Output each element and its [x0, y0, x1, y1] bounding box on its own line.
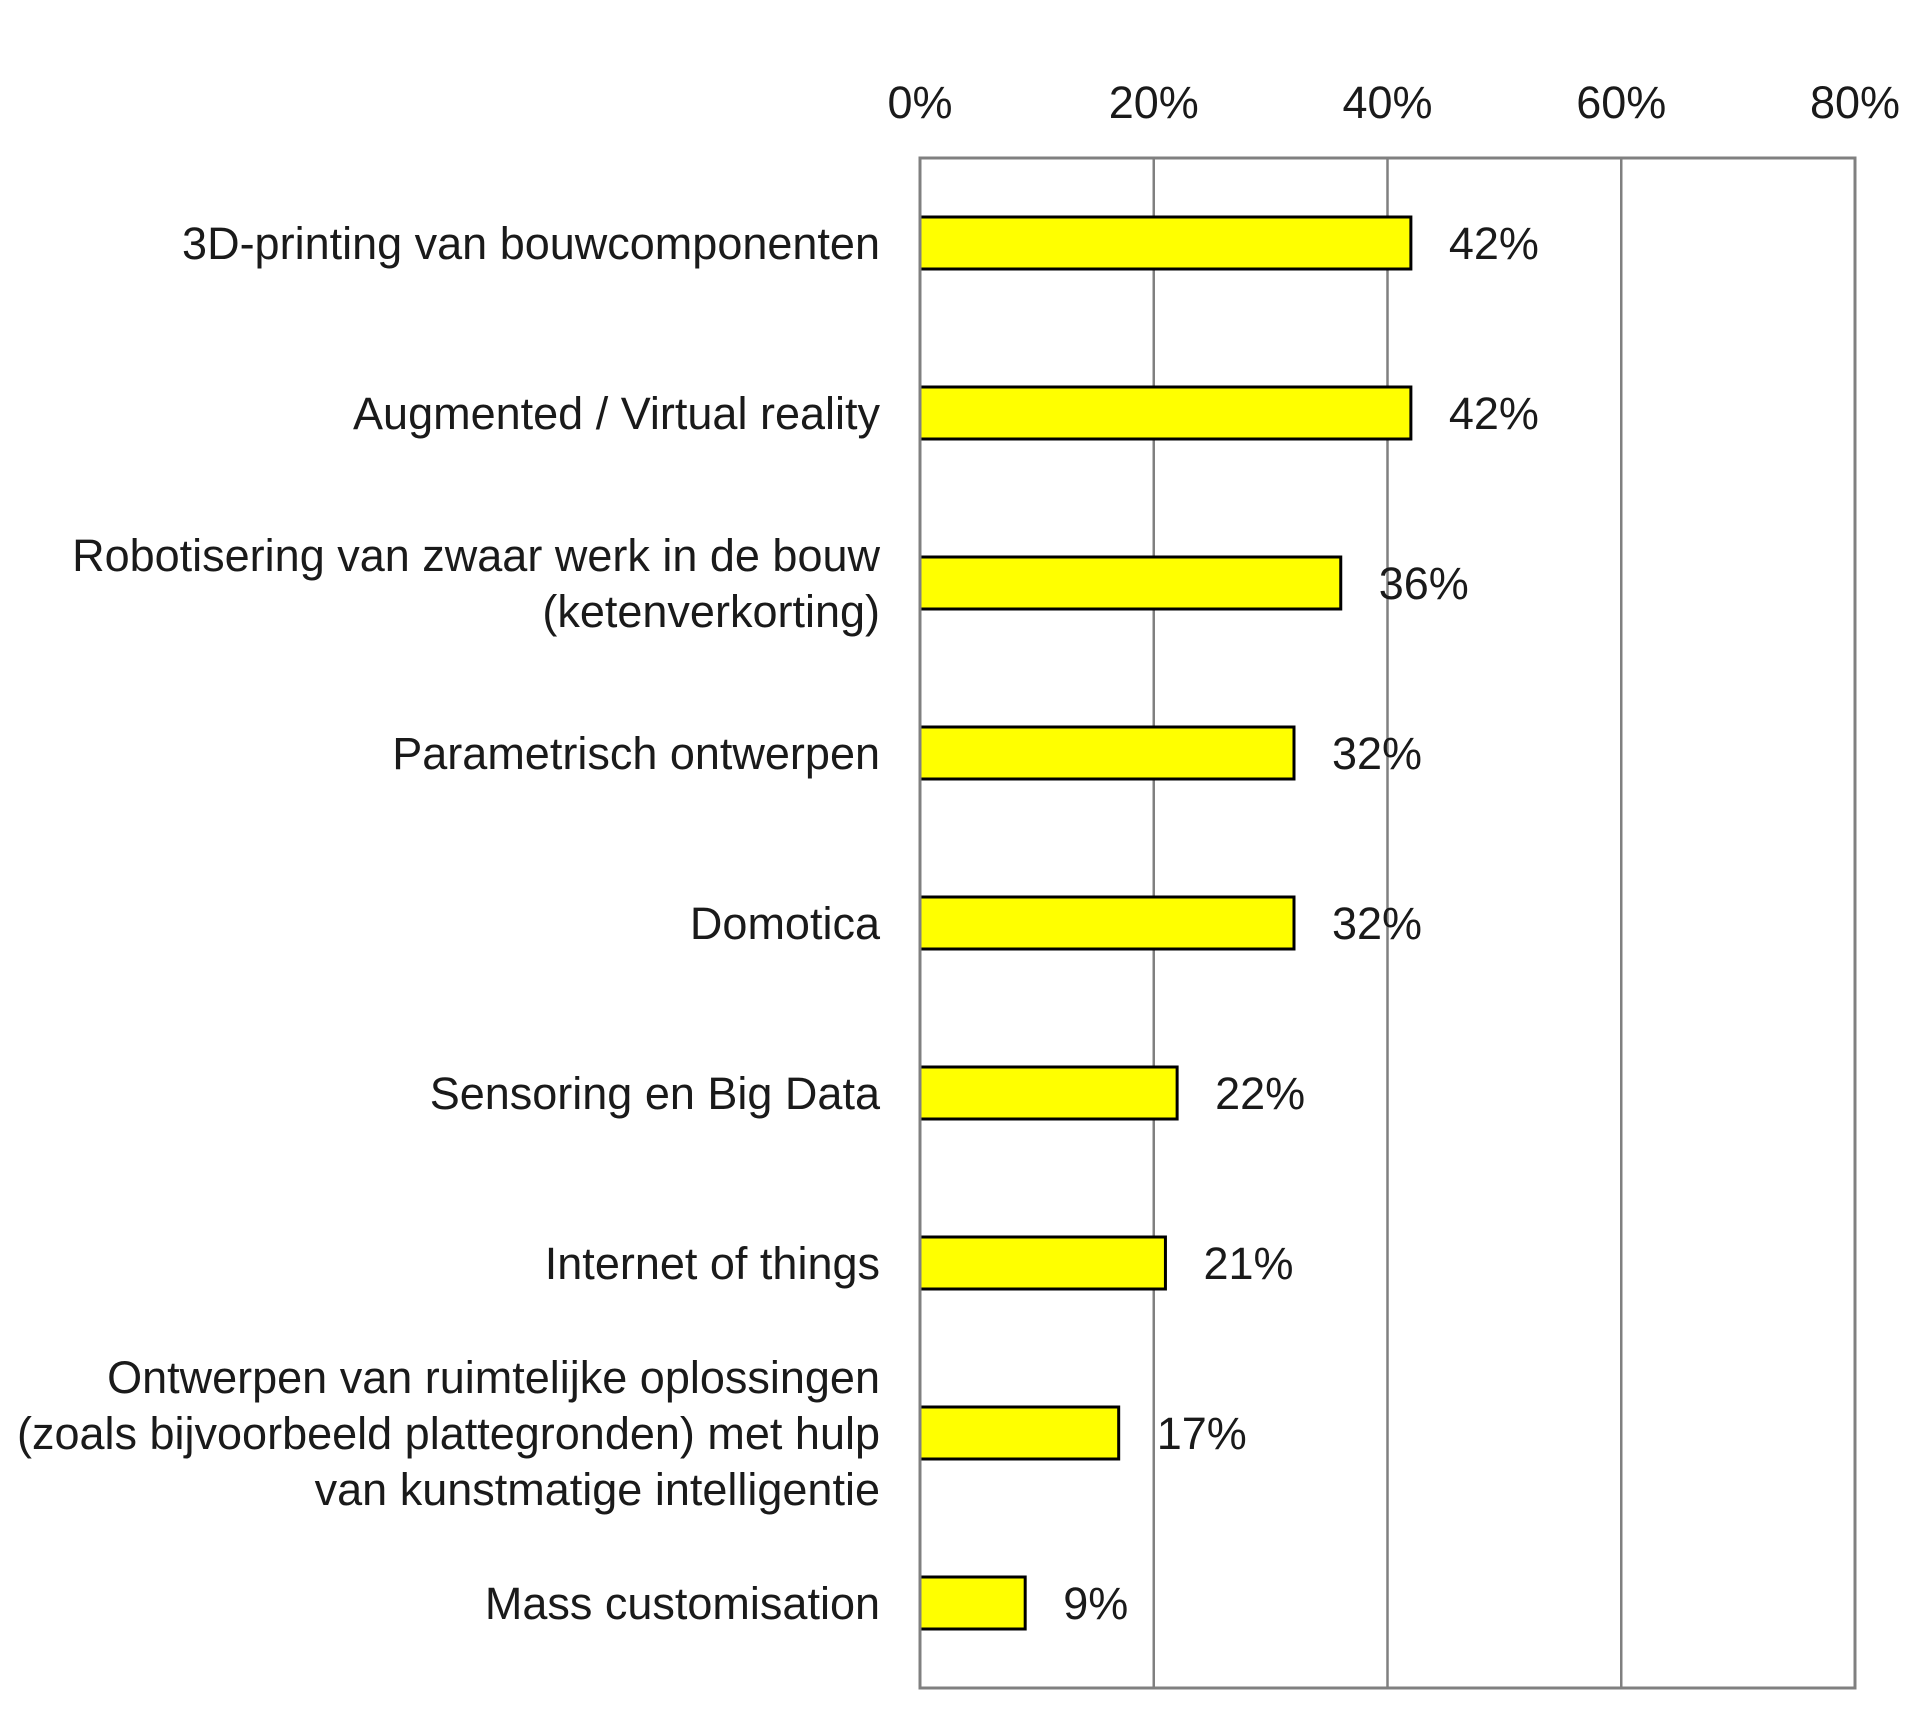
data-label-2: 36%: [1379, 558, 1469, 609]
data-label-7: 17%: [1157, 1408, 1247, 1459]
x-tick-label-4: 80%: [1810, 77, 1900, 128]
category-label-3: Parametrisch ontwerpen: [392, 728, 880, 779]
category-label-line: Augmented / Virtual reality: [353, 388, 880, 439]
data-label-1: 42%: [1449, 388, 1539, 439]
plot-frame: [918, 156, 1857, 1690]
bar-1: [918, 385, 1413, 441]
bar-2: [918, 555, 1343, 611]
category-label-line: (ketenverkorting): [542, 586, 880, 637]
category-label-1: Augmented / Virtual reality: [353, 388, 880, 439]
x-tick-label-1: 20%: [1109, 77, 1199, 128]
data-label-4: 32%: [1332, 898, 1422, 949]
bar-6: [918, 1235, 1167, 1291]
bar-7: [918, 1405, 1121, 1461]
data-label-8: 9%: [1063, 1578, 1128, 1629]
x-tick-label-2: 40%: [1342, 77, 1432, 128]
category-label-line: Domotica: [690, 898, 881, 949]
category-label-2: Robotisering van zwaar werk in de bouw (k…: [72, 530, 880, 637]
category-label-7: Ontwerpen van ruimtelijke oplossingen (zo…: [17, 1352, 880, 1515]
category-label-line: Robotisering van zwaar werk in de bouw: [72, 530, 880, 581]
category-label-8: Mass customisation: [485, 1578, 880, 1629]
bar-0: [918, 215, 1413, 271]
x-axis-ticks: 0% 20% 40% 60% 80%: [887, 77, 1900, 128]
data-label-3: 32%: [1332, 728, 1422, 779]
category-label-line: 3D-printing van bouwcomponenten: [182, 218, 880, 269]
category-label-6: Internet of things: [545, 1238, 880, 1289]
bar-3: [918, 725, 1296, 781]
data-labels: 42% 42% 36% 32% 32% 22% 21% 17% 9%: [1063, 218, 1539, 1629]
category-label-5: Sensoring en Big Data: [430, 1068, 881, 1119]
data-label-0: 42%: [1449, 218, 1539, 269]
category-label-4: Domotica: [690, 898, 881, 949]
bars: [918, 215, 1413, 1631]
category-labels: 3D-printing van bouwcomponenten Augmented…: [17, 218, 881, 1629]
category-label-line: Sensoring en Big Data: [430, 1068, 881, 1119]
category-label-line: Ontwerpen van ruimtelijke oplossingen: [107, 1352, 880, 1403]
category-label-0: 3D-printing van bouwcomponenten: [182, 218, 880, 269]
data-label-5: 22%: [1215, 1068, 1305, 1119]
data-label-6: 21%: [1203, 1238, 1293, 1289]
x-tick-label-3: 60%: [1576, 77, 1666, 128]
x-tick-label-0: 0%: [887, 77, 952, 128]
plot-border: [918, 156, 1857, 1690]
bar-8: [918, 1575, 1027, 1631]
category-label-line: (zoals bijvoorbeeld plattegronden) met h…: [17, 1408, 880, 1459]
bar-5: [918, 1065, 1179, 1121]
category-label-line: Internet of things: [545, 1238, 880, 1289]
category-label-line: van kunstmatige intelligentie: [315, 1464, 880, 1515]
category-label-line: Mass customisation: [485, 1578, 880, 1629]
bar-4: [918, 895, 1296, 951]
category-label-line: Parametrisch ontwerpen: [392, 728, 880, 779]
